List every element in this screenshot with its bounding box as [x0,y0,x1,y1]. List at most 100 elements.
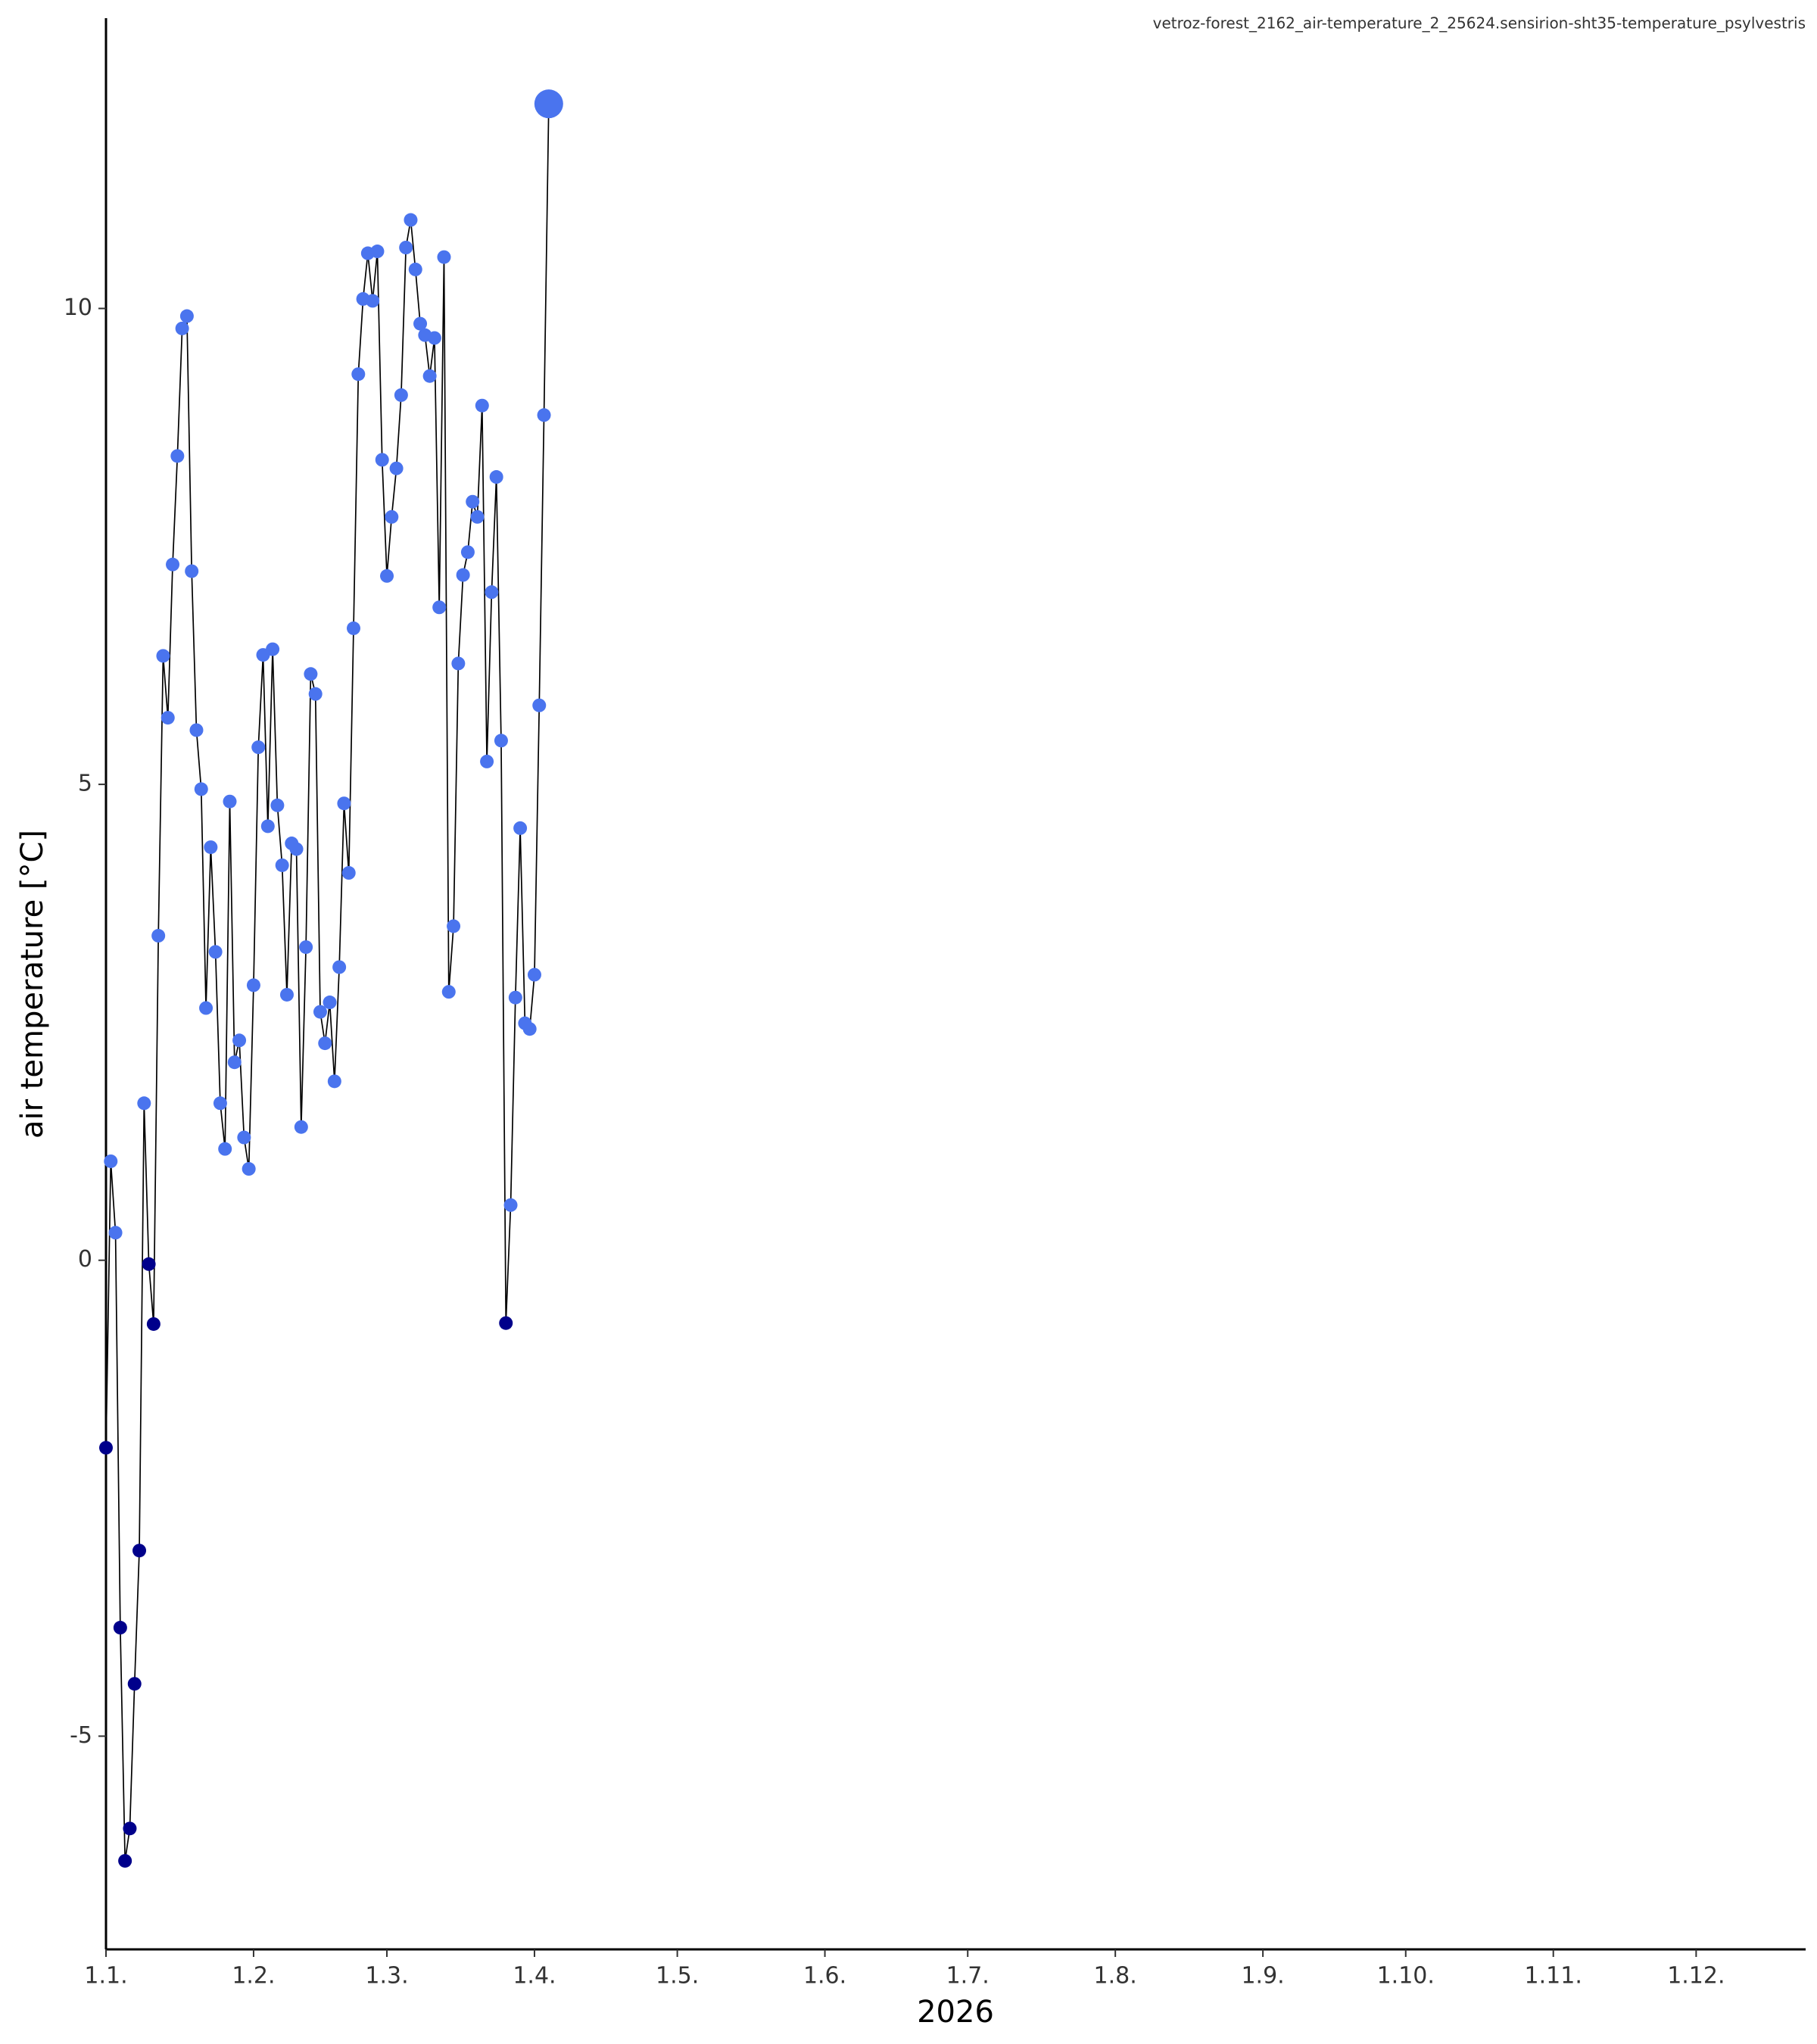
data-point [432,600,447,615]
data-point [151,929,166,943]
data-point [337,796,351,811]
data-line [105,104,550,1862]
data-point [270,798,285,812]
data-point [156,649,170,663]
data-point [513,821,528,835]
data-point [422,369,437,383]
data-point [137,1096,151,1111]
y-tick-label: 0 [78,1246,92,1273]
data-point [470,509,485,524]
data-point [380,569,394,583]
data-point [232,1033,247,1048]
x-tick-label: 1.1. [84,1963,127,1989]
y-tick-label: -5 [70,1722,92,1749]
data-point [399,241,413,255]
data-point [308,687,323,701]
data-point [508,990,522,1005]
x-axis-title: 2026 [917,1995,994,2030]
x-tick-label: 1.6. [803,1963,846,1989]
data-point [246,978,260,992]
data-point [108,1226,123,1240]
x-tick-label: 1.9. [1241,1963,1284,1989]
data-point [223,794,237,809]
data-point [299,940,313,955]
data-point [323,996,337,1010]
data-point [142,1257,156,1271]
data-point [318,1036,332,1051]
data-point [456,568,470,582]
data-point [161,711,175,725]
data-point [385,509,399,524]
data-point [437,250,451,264]
data-point [123,1821,137,1836]
data-point [204,840,218,855]
data-point [279,987,294,1002]
data-point [494,734,508,748]
data-point [313,1005,327,1019]
y-tick-label: 10 [64,294,92,321]
data-point [294,1120,308,1134]
data-point [451,656,466,671]
x-tick-label: 1.2. [232,1963,275,1989]
data-point [499,1316,513,1330]
data-point [99,1441,113,1455]
data-point [460,545,475,559]
data-point [170,449,185,463]
data-point [332,960,347,974]
x-tick-label: 1.5. [656,1963,699,1989]
data-point [375,453,389,467]
data-point [242,1162,256,1176]
data-point [413,316,428,331]
data-point [260,819,275,833]
data-point [185,564,199,578]
data-point [218,1142,232,1156]
data-point [199,1001,213,1015]
data-point [304,667,318,681]
data-point [532,698,547,712]
data-point [441,985,456,999]
data-point [166,557,180,572]
data-point [534,89,563,119]
y-axis-title: air temperature [°C] [15,830,50,1139]
data-point [194,782,208,796]
data-point [127,1677,142,1691]
x-tick-label: 1.11. [1525,1963,1582,1989]
data-point [341,866,356,880]
data-point [189,723,204,737]
data-point [485,585,499,600]
x-tick-label: 1.8. [1094,1963,1137,1989]
data-point [213,1096,227,1111]
chart-title: vetroz-forest_2162_air-temperature_2_256… [1153,14,1806,33]
data-point [132,1544,147,1558]
data-point [118,1854,132,1868]
data-point [179,309,194,323]
data-point [503,1198,518,1212]
data-point [104,1154,118,1168]
x-tick-label: 1.3. [365,1963,408,1989]
data-point [237,1130,251,1145]
data-point [227,1055,242,1070]
data-point [113,1621,127,1635]
data-point [146,1316,161,1331]
data-point [351,367,366,382]
y-tick-label: 5 [78,771,92,797]
data-point [175,321,189,335]
data-point [527,967,541,982]
data-point [404,213,418,227]
data-point [366,294,380,308]
data-point [489,470,503,485]
data-point [370,245,385,259]
x-tick-label: 1.4. [513,1963,556,1989]
data-point [537,408,551,422]
data-point [522,1022,537,1036]
data-point [251,740,266,755]
data-point [447,919,461,933]
data-point [466,494,480,509]
x-tick-label: 1.7. [946,1963,990,1989]
data-point [347,621,361,635]
data-point [389,461,404,475]
data-point [289,842,304,856]
data-point [208,945,223,959]
data-point [427,331,441,345]
